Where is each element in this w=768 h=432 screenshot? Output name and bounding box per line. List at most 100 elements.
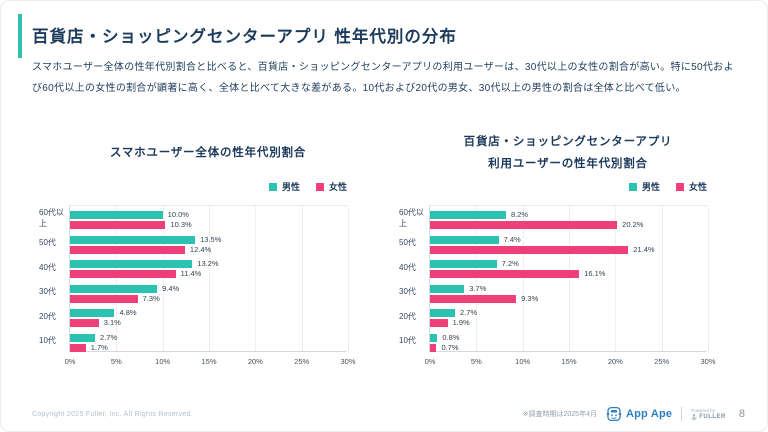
legend-label: 女性 bbox=[688, 182, 707, 192]
x-axis-tick-label: 25% bbox=[654, 357, 670, 366]
x-axis-tick-label: 10% bbox=[155, 357, 171, 366]
bar-value-label: 4.8% bbox=[119, 308, 137, 317]
chart-plot-area: 0% 5% 10% 15% 20% 25% 30% 60代以上 8.2% 20.2% 50代 7.4%… bbox=[399, 205, 716, 366]
bar-male bbox=[430, 284, 465, 293]
bar-male bbox=[430, 333, 438, 342]
bar-group: 10代 2.7% 1.7% bbox=[39, 329, 347, 354]
bar-female bbox=[70, 294, 138, 303]
bar-value-label: 16.1% bbox=[584, 269, 606, 278]
bar-male bbox=[430, 235, 499, 244]
bar-value-label: 21.4% bbox=[633, 244, 655, 254]
chart-title: 百貨店・ショッピングセンターアプリ 利用ユーザーの性年代別割合 bbox=[429, 131, 707, 175]
chart-title-line: スマホユーザー全体の性年代別割合 bbox=[109, 146, 307, 159]
gridline bbox=[348, 206, 349, 351]
bar-male bbox=[430, 260, 497, 268]
bar-male bbox=[70, 235, 196, 244]
bar-female bbox=[430, 343, 437, 352]
gridline bbox=[116, 206, 118, 351]
chart-department-store-app-users: 百貨店・ショッピングセンターアプリ 利用ユーザーの性年代別割合 男性 女性 0% 5%… bbox=[399, 131, 716, 381]
gridline bbox=[255, 206, 257, 351]
bar-value-label: 11.4% bbox=[180, 269, 202, 278]
x-axis-tick-label: 5% bbox=[110, 357, 122, 366]
page-description: スマホユーザー全体の性年代別割合と比べると、百貨店・ショッピングセンターアプリの… bbox=[32, 62, 734, 94]
bar-male bbox=[70, 284, 158, 293]
bar-male bbox=[70, 309, 115, 317]
bar-value-label: 10.3% bbox=[170, 220, 192, 229]
x-axis-tick-label: 0% bbox=[424, 357, 436, 366]
legend-swatch-female bbox=[315, 182, 324, 191]
gridline bbox=[162, 206, 164, 351]
category-label: 30代 bbox=[39, 287, 56, 297]
legend-item: 女性 bbox=[315, 180, 347, 193]
bar-female bbox=[430, 245, 629, 254]
legend-label: 男性 bbox=[281, 182, 300, 192]
bar-female bbox=[70, 343, 86, 352]
bar-group: 40代 7.2% 16.1% bbox=[399, 255, 707, 280]
legend-swatch-male bbox=[628, 182, 637, 191]
app-ape-logo-text: App Ape bbox=[625, 408, 673, 420]
x-axis-tick-label: 25% bbox=[294, 357, 310, 366]
gridline bbox=[661, 206, 663, 351]
bar-value-label: 0.8% bbox=[442, 332, 460, 342]
bar-value-label: 7.3% bbox=[142, 293, 160, 303]
bar-female bbox=[70, 221, 166, 229]
bar-female bbox=[70, 245, 185, 254]
bar-group: 30代 3.7% 9.3% bbox=[399, 280, 707, 305]
bar-female bbox=[70, 319, 99, 327]
chart-legend: 男性 女性 bbox=[69, 180, 347, 193]
bar-group: 30代 9.4% 7.3% bbox=[39, 280, 347, 305]
bar-value-label: 0.7% bbox=[441, 342, 459, 352]
legend-swatch-male bbox=[268, 182, 277, 191]
bar-male bbox=[70, 260, 193, 268]
bar-group: 20代 2.7% 1.9% bbox=[399, 304, 707, 329]
bar-value-label: 8.2% bbox=[510, 210, 529, 219]
bar-value-label: 13.2% bbox=[197, 259, 219, 268]
bar-value-label: 9.3% bbox=[521, 293, 539, 303]
bar-female bbox=[70, 270, 176, 278]
x-axis-tick-label: 20% bbox=[247, 357, 263, 366]
fuller-anchor-icon bbox=[691, 414, 697, 420]
gridline bbox=[301, 206, 303, 351]
bar-value-label: 1.7% bbox=[90, 342, 108, 352]
category-label: 10代 bbox=[399, 336, 416, 346]
bar-group: 10代 0.8% 0.7% bbox=[399, 329, 707, 354]
gridline bbox=[615, 206, 617, 351]
bar-male bbox=[430, 309, 456, 317]
bar-group: 40代 13.2% 11.4% bbox=[39, 255, 347, 280]
gridline bbox=[209, 206, 210, 351]
bar-female bbox=[430, 221, 618, 229]
bar-female bbox=[430, 319, 448, 327]
bar-value-label: 2.7% bbox=[460, 308, 478, 317]
legend-item: 男性 bbox=[628, 180, 660, 193]
category-label: 60代以上 bbox=[39, 208, 64, 229]
category-label: 10代 bbox=[39, 336, 56, 346]
powered-by-block: Powered by FULLER bbox=[691, 408, 726, 420]
bar-group: 50代 7.4% 21.4% bbox=[399, 231, 707, 256]
page-number: 8 bbox=[738, 408, 745, 420]
category-label: 30代 bbox=[399, 287, 416, 297]
legend-item: 男性 bbox=[268, 180, 300, 193]
bar-female bbox=[430, 294, 517, 303]
bar-value-label: 3.7% bbox=[469, 283, 487, 293]
legend-label: 女性 bbox=[328, 182, 347, 192]
legend-item: 女性 bbox=[675, 180, 707, 193]
page-title: 百貨店・ショッピングセンターアプリ 性年代別の分布 bbox=[32, 28, 457, 46]
gridline bbox=[569, 206, 570, 351]
bar-value-label: 2.7% bbox=[100, 332, 118, 342]
gridline bbox=[708, 206, 709, 351]
chart-smartphone-users-overall: スマホユーザー全体の性年代別割合 男性 女性 0% 5% 10% 15% 20% 25% 30… bbox=[39, 131, 356, 381]
bar-value-label: 7.4% bbox=[503, 234, 521, 244]
chart-plot-area: 0% 5% 10% 15% 20% 25% 30% 60代以上 10.0% 10.3% 50代 13.… bbox=[39, 205, 356, 366]
legend-label: 男性 bbox=[641, 182, 660, 192]
bar-value-label: 20.2% bbox=[622, 220, 644, 229]
x-axis-tick-label: 20% bbox=[607, 357, 623, 366]
bar-female bbox=[430, 270, 580, 278]
footer-right: ※調査時期は2025年4月 App Ape Powered by FUL bbox=[523, 406, 745, 422]
chart-title-line: 百貨店・ショッピングセンターアプリ bbox=[463, 135, 673, 148]
bar-value-label: 3.1% bbox=[103, 318, 121, 327]
bar-value-label: 9.4% bbox=[162, 283, 180, 293]
bar-value-label: 13.5% bbox=[200, 234, 222, 244]
bar-value-label: 7.2% bbox=[501, 259, 519, 268]
x-axis-tick-label: 0% bbox=[64, 357, 76, 366]
